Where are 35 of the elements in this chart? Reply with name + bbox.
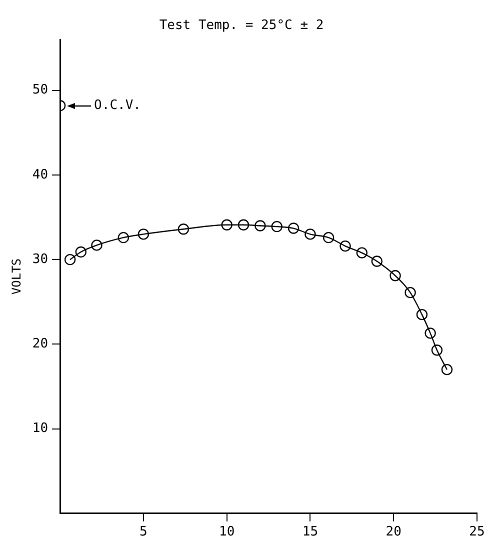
- x-tick-label: 15: [302, 524, 318, 540]
- point: [424, 328, 436, 339]
- point: [64, 254, 76, 266]
- point: [371, 256, 383, 267]
- point: [356, 247, 368, 258]
- point: [75, 246, 86, 258]
- y-tick-label: 40: [32, 167, 48, 182]
- y-tick-label: 50: [32, 82, 48, 98]
- point: [390, 270, 401, 282]
- x-tick-label: 20: [386, 524, 402, 540]
- annotation: O.C.V.: [94, 98, 142, 113]
- chart-title: Test Temp. = 25°C ± 2: [159, 18, 324, 34]
- x-tick-label: 10: [219, 524, 235, 540]
- point: [441, 364, 453, 376]
- y-tick-label: 10: [32, 421, 48, 436]
- point: [304, 228, 316, 240]
- point: [404, 286, 416, 298]
- point: [340, 240, 351, 252]
- point: [178, 224, 190, 235]
- y-tick-label: 30: [32, 252, 48, 267]
- point: [431, 344, 443, 356]
- point: [118, 232, 130, 244]
- point: [288, 222, 300, 234]
- point: [322, 232, 334, 244]
- point: [254, 220, 266, 232]
- point: [271, 220, 282, 232]
- point: [91, 240, 102, 251]
- point: [416, 308, 428, 320]
- y-axis-title: VOLTS: [9, 258, 24, 295]
- y-tick-label: 20: [32, 336, 48, 352]
- x-tick-label: 5: [140, 524, 148, 540]
- point: [238, 219, 250, 230]
- point: [138, 228, 150, 240]
- x-tick-label: 25: [469, 524, 485, 540]
- point: [221, 219, 232, 230]
